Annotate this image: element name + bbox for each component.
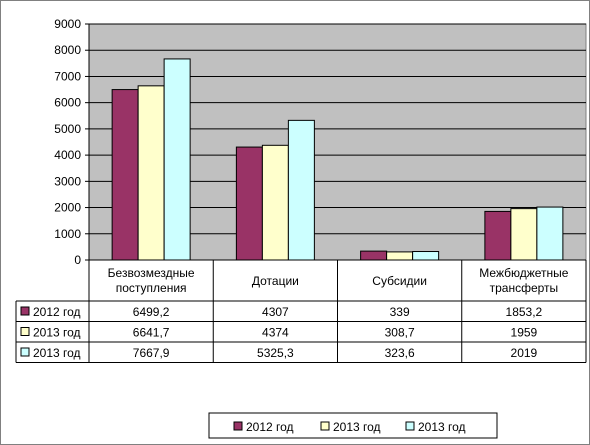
y-tick-label: 7000 — [54, 69, 81, 83]
y-tick-label: 1000 — [54, 227, 81, 241]
table-cell-value: 2019 — [511, 346, 538, 360]
category-label: Дотации — [252, 274, 299, 288]
legend-key — [233, 421, 243, 431]
table-legend-key — [20, 327, 30, 336]
table-cell-value: 4374 — [262, 326, 289, 340]
table-legend-key — [20, 306, 30, 316]
bar-series-1-4 — [484, 210, 512, 261]
bar-series-3-1 — [163, 58, 191, 261]
table-cell-value: 1853,2 — [506, 305, 543, 319]
y-tick-label: 3000 — [54, 174, 81, 188]
y-tick-label: 0 — [74, 253, 81, 267]
table-cell-value: 323,6 — [385, 346, 415, 360]
table-cell-value: 7667,9 — [133, 346, 170, 360]
bar-series-2-3 — [386, 251, 414, 261]
table-series-name: 2013 год — [33, 346, 81, 360]
y-tick-label: 6000 — [54, 96, 81, 110]
table-cell-value: 6499,2 — [133, 305, 170, 319]
legend-label: 2013 год — [418, 420, 466, 434]
y-tick-label: 2000 — [54, 201, 81, 215]
y-tick-label: 5000 — [54, 122, 81, 136]
category-label: Безвозмездные — [108, 266, 195, 280]
category-label: Межбюджетные — [479, 266, 568, 280]
table-cell-value: 5325,3 — [257, 346, 294, 360]
bar-series-2-1 — [137, 85, 165, 261]
y-tick-label: 9000 — [54, 17, 81, 31]
legend: 2012 год 2013 год 2013 год — [208, 412, 498, 439]
legend-label: 2012 год — [246, 420, 294, 434]
table-legend-key — [20, 347, 30, 357]
legend-key — [405, 421, 415, 431]
table-series-name: 2013 год — [33, 326, 81, 340]
table-cell-value: 6641,7 — [133, 326, 170, 340]
y-tick-label: 4000 — [54, 148, 81, 162]
category-label: трансферты — [490, 281, 559, 295]
category-label: поступления — [116, 281, 187, 295]
bar-series-1-2 — [235, 146, 263, 261]
table-series-name: 2012 год — [33, 305, 81, 319]
y-tick-label: 8000 — [54, 43, 81, 57]
legend-key — [320, 421, 330, 431]
table-cell-value: 1959 — [511, 326, 538, 340]
bar-series-2-4 — [510, 208, 538, 261]
bar-series-2-2 — [261, 144, 289, 261]
table-cell-value: 4307 — [262, 305, 289, 319]
legend-box — [208, 412, 498, 439]
table-cell-value: 308,7 — [385, 326, 415, 340]
bar-series-3-2 — [287, 119, 315, 261]
table-cell-value: 339 — [390, 305, 410, 319]
legend-label: 2013 год — [333, 420, 381, 434]
category-label: Субсидии — [372, 274, 427, 288]
bars — [111, 58, 564, 261]
bar-series-3-3 — [412, 251, 440, 261]
bar-series-1-3 — [360, 250, 388, 261]
bar-series-3-4 — [536, 206, 564, 261]
bar-series-1-1 — [111, 89, 139, 261]
